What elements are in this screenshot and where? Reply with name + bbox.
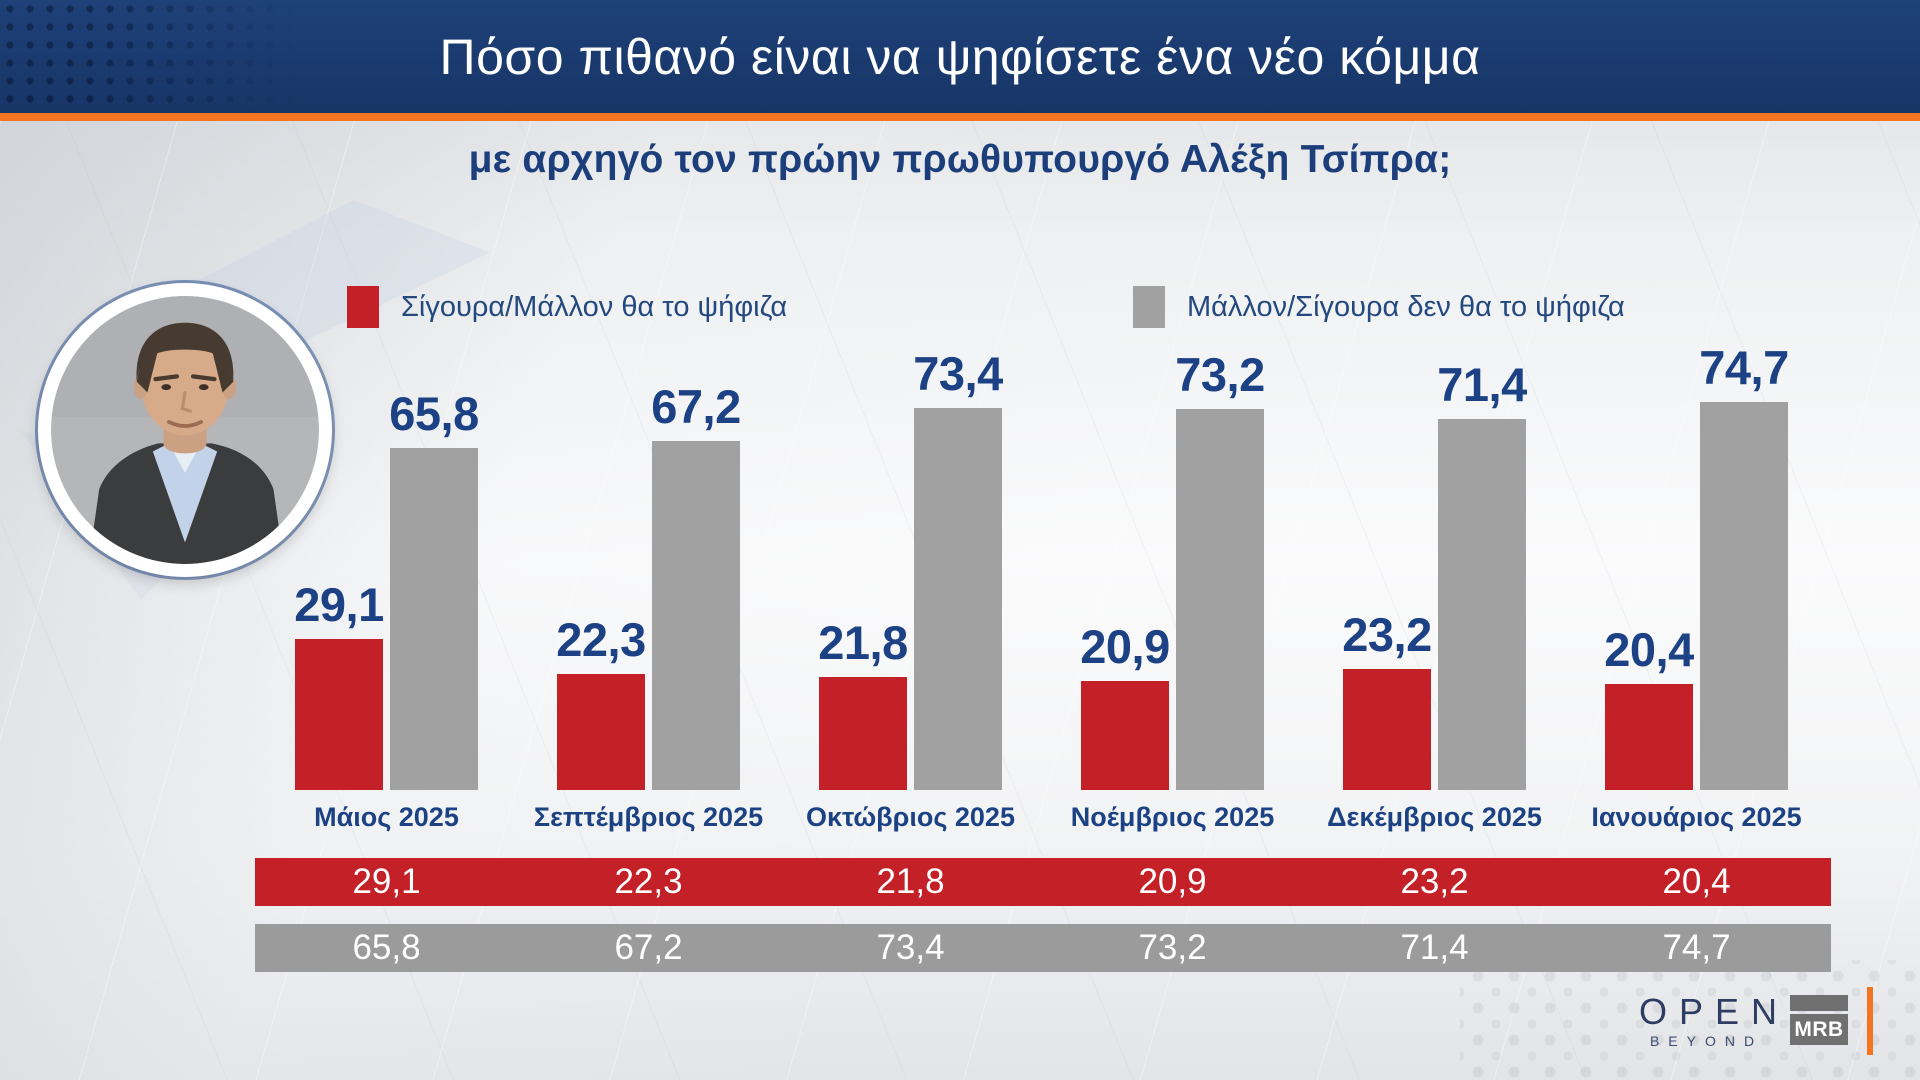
table-cell: 73,2 <box>1138 928 1207 967</box>
bar-value-yes: 22,3 <box>556 613 646 666</box>
bar-no <box>390 448 478 790</box>
legend-label-no: Μάλλον/Σίγουρα δεν θα το ψήφιζα <box>1187 290 1625 323</box>
table-cell: 71,4 <box>1400 928 1469 967</box>
table-cell: 20,4 <box>1662 862 1731 901</box>
legend-swatch-no <box>1133 286 1165 328</box>
category-label: Σεπτέμβριος 2025 <box>533 802 764 832</box>
portrait-placeholder <box>51 296 319 564</box>
page-title: Πόσο πιθανό είναι να ψηφίσετε ένα νέο κό… <box>439 28 1481 85</box>
table-cell: 29,1 <box>352 862 421 901</box>
category-label: Οκτώβριος 2025 <box>806 802 1015 832</box>
legend-item-no: Μάλλον/Σίγουρα δεν θα το ψήφιζα <box>1133 286 1625 328</box>
table-cell: 20,9 <box>1138 862 1207 901</box>
bar-value-no: 65,8 <box>389 387 479 440</box>
table-cell: 67,2 <box>614 928 683 967</box>
table-cell: 74,7 <box>1662 928 1731 967</box>
bar-yes <box>295 639 383 790</box>
orange-accent-line <box>1867 987 1873 1055</box>
legend-swatch-yes <box>347 286 379 328</box>
header-bar: Πόσο πιθανό είναι να ψηφίσετε ένα νέο κό… <box>0 0 1920 113</box>
bar-value-no: 71,4 <box>1437 358 1527 411</box>
page-subtitle: με αρχηγό τον πρώην πρωθυπουργό Αλέξη Τσ… <box>468 138 1452 181</box>
category-label: Ιανουάριος 2025 <box>1591 802 1802 832</box>
open-logo-beyond: BEYOND <box>1649 1033 1764 1049</box>
category-label: Νοέμβριος 2025 <box>1070 802 1275 832</box>
bar-yes <box>1605 684 1693 790</box>
bar-value-yes: 20,4 <box>1604 623 1694 676</box>
table-cell: 21,8 <box>876 862 945 901</box>
bar-yes <box>819 677 907 790</box>
bar-value-no: 74,7 <box>1699 341 1789 394</box>
summary-row-yes: 29,1 22,3 21,8 20,9 23,2 20,4 <box>255 858 1831 906</box>
bar-no <box>914 408 1002 790</box>
bar-value-yes: 29,1 <box>294 578 384 631</box>
header-dot-pattern <box>0 0 300 113</box>
category-label: Μάιος 2025 <box>314 802 459 832</box>
bar-value-no: 67,2 <box>651 380 741 433</box>
bar-value-no: 73,2 <box>1175 348 1265 401</box>
bar-no <box>1438 419 1526 790</box>
table-cell: 73,4 <box>876 928 945 967</box>
bar-value-yes: 23,2 <box>1342 608 1432 661</box>
mrb-logo-top-bar <box>1790 995 1848 1011</box>
table-cell: 65,8 <box>352 928 421 967</box>
bar-yes <box>1081 681 1169 790</box>
bar-value-yes: 21,8 <box>818 616 908 669</box>
bar-no <box>1176 409 1264 790</box>
open-logo-word: OPEN <box>1639 991 1790 1032</box>
bar-yes <box>1343 669 1431 790</box>
bar-no <box>1700 402 1788 790</box>
bar-value-yes: 20,9 <box>1080 620 1170 673</box>
table-cell: 22,3 <box>614 862 683 901</box>
legend-item-yes: Σίγουρα/Μάλλον θα το ψήφιζα <box>347 286 787 328</box>
mrb-logo-word: MRB <box>1790 1014 1848 1045</box>
summary-row-no: 65,8 67,2 73,4 73,2 71,4 74,7 <box>255 924 1831 972</box>
table-cell: 23,2 <box>1400 862 1469 901</box>
open-logo: OPEN BEYOND <box>1627 991 1790 1050</box>
bar-value-no: 73,4 <box>913 347 1003 400</box>
category-label: Δεκέμβριος 2025 <box>1327 802 1542 832</box>
legend-label-yes: Σίγουρα/Μάλλον θα το ψήφιζα <box>401 290 788 323</box>
orange-divider <box>0 113 1920 121</box>
bar-yes <box>557 674 645 790</box>
tsipras-photo <box>38 283 332 577</box>
mrb-logo: MRB <box>1790 995 1848 1045</box>
bar-no <box>652 441 740 790</box>
